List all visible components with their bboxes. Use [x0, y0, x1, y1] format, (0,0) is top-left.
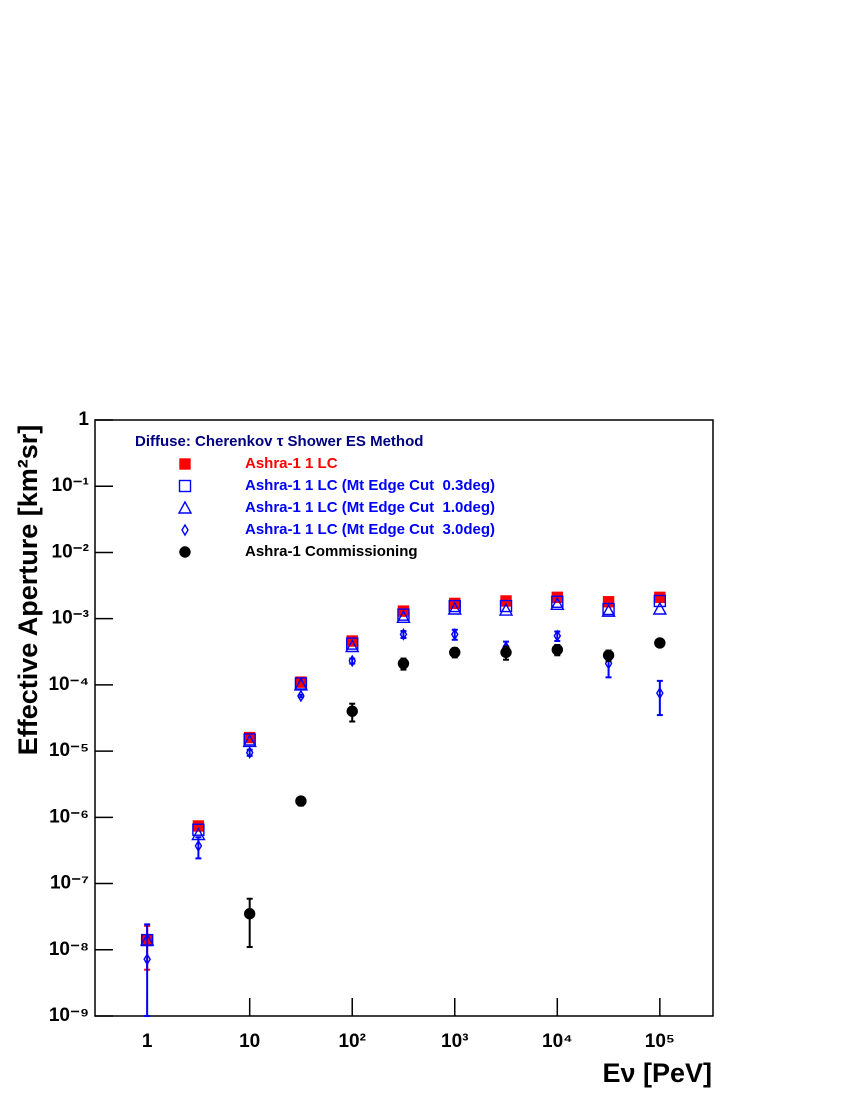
marker	[551, 595, 564, 608]
marker	[396, 609, 411, 623]
marker	[143, 952, 151, 966]
x-tick-label: 10⁵	[645, 1031, 675, 1052]
marker	[399, 627, 408, 641]
marker	[178, 479, 192, 493]
legend-title: Diffuse: Cherenkov τ Shower ES Method	[135, 433, 423, 450]
marker	[654, 637, 666, 649]
y-tick-label: 10⁻⁸	[49, 939, 89, 960]
x-tick-label: 10²	[338, 1031, 365, 1052]
legend-label: Ashra-1 1 LC (Mt Edge Cut 1.0deg)	[245, 499, 495, 516]
marker	[177, 500, 193, 514]
legend-label: Ashra-1 Commissioning	[245, 543, 418, 560]
y-tick-label: 10⁻²	[52, 541, 90, 562]
marker	[245, 746, 254, 759]
marker	[498, 602, 514, 616]
x-tick-label: 10⁴	[542, 1031, 573, 1052]
marker	[602, 596, 615, 608]
marker	[499, 599, 513, 613]
marker	[602, 649, 615, 661]
marker	[243, 733, 256, 746]
marker	[447, 601, 462, 615]
marker	[602, 602, 615, 616]
y-tick-label: 10⁻¹	[52, 475, 90, 496]
marker	[652, 601, 668, 615]
legend-label: Ashra-1 1 LC	[245, 455, 338, 472]
marker	[348, 654, 357, 668]
marker	[346, 637, 359, 650]
marker	[448, 599, 461, 613]
marker	[449, 646, 461, 659]
y-tick-label: 10⁻⁵	[49, 740, 89, 761]
marker	[295, 795, 307, 807]
y-tick-label: 10⁻⁷	[50, 873, 89, 894]
marker	[243, 908, 256, 920]
y-tick-label: 10⁻⁹	[49, 1005, 89, 1026]
marker	[397, 608, 410, 621]
marker	[194, 839, 203, 853]
legend-label: Ashra-1 1 LC (Mt Edge Cut 3.0deg)	[245, 521, 495, 538]
marker	[500, 646, 512, 659]
y-tick-label: 10⁻³	[52, 608, 90, 629]
x-tick-label: 10	[239, 1031, 260, 1052]
marker	[551, 643, 563, 656]
y-tick-label: 1	[78, 409, 89, 430]
marker	[297, 689, 305, 703]
marker	[179, 458, 191, 470]
x-axis-label: Eν [PeV]	[602, 1058, 712, 1088]
marker	[601, 603, 616, 617]
x-tick-label: 1	[142, 1031, 153, 1052]
marker	[181, 523, 189, 537]
y-tick-label: 10⁻⁴	[48, 674, 89, 695]
y-axis-label: Effective Aperture [km²sr]	[13, 425, 43, 756]
marker	[179, 546, 191, 558]
marker	[192, 823, 205, 836]
marker	[450, 627, 459, 641]
plot-frame	[94, 419, 714, 1017]
marker	[397, 657, 410, 670]
marker	[346, 705, 358, 717]
marker	[345, 639, 360, 653]
marker	[553, 629, 562, 643]
marker	[656, 686, 664, 700]
marker	[653, 594, 667, 608]
legend-label: Ashra-1 1 LC (Mt Edge Cut 0.3deg)	[245, 477, 495, 494]
x-tick-label: 10³	[441, 1031, 468, 1052]
y-tick-label: 10⁻⁶	[49, 806, 89, 827]
marker	[550, 596, 565, 610]
